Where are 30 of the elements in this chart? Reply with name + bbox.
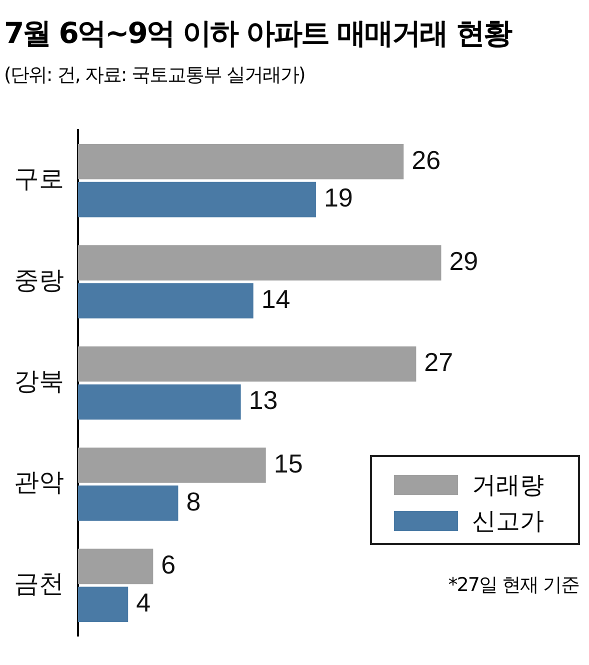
data-label: 14 (261, 284, 290, 314)
y-tick-label: 금천 (14, 568, 64, 598)
data-label: 8 (186, 486, 201, 516)
chart-title: 7월 6억~9억 이하 아파트 매매거래 현황 (4, 15, 511, 52)
bar (78, 486, 178, 521)
y-tick-label: 구로 (14, 164, 64, 194)
data-label: 4 (136, 588, 151, 618)
data-label: 27 (424, 347, 454, 378)
bar (78, 384, 241, 420)
chart-subtitle: (단위: 건, 자료: 국토교통부 실거래가) (4, 63, 305, 88)
bar (78, 283, 254, 318)
bar (78, 448, 266, 483)
y-tick-label: 관악 (14, 468, 64, 497)
y-tick-label: 중랑 (14, 265, 64, 294)
y-tick-label: 강북 (14, 366, 64, 396)
legend-label: 거래량 (472, 470, 544, 501)
annotation: *27일 현재 기준 (448, 573, 579, 598)
data-label: 6 (161, 550, 176, 580)
data-label: 15 (274, 448, 303, 478)
data-label: 29 (449, 246, 478, 276)
data-label: 13 (248, 385, 278, 416)
data-label: 26 (412, 144, 441, 175)
bar (78, 346, 416, 382)
bar (78, 144, 404, 180)
legend-label: 신고가 (472, 506, 544, 537)
bar (78, 586, 128, 622)
bar (78, 548, 154, 584)
bar (78, 245, 442, 280)
bar (78, 182, 316, 218)
data-label: 19 (324, 182, 353, 213)
